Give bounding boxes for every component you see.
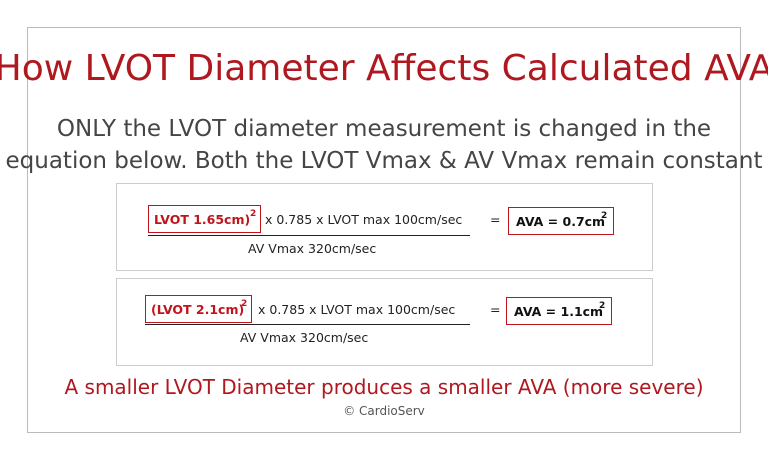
highlight	[145, 295, 252, 323]
conclusion: A smaller LVOT Diameter produces a small…	[64, 375, 703, 399]
terms: x 0.785 x LVOT max 100cm/sec	[258, 302, 455, 317]
result-exponent: 2	[601, 211, 607, 221]
lvot: (LVOT 2.1cm)	[151, 302, 244, 317]
subtitle: equation below. Both the LVOT Vmax & AV …	[6, 148, 763, 174]
title: How LVOT Diameter Affects Calculated AVA	[0, 48, 768, 89]
highlight	[148, 205, 261, 233]
denominator: AV Vmax 320cm/sec	[240, 330, 368, 345]
lvot: LVOT 1.65cm)	[154, 212, 250, 227]
equals: =	[490, 302, 500, 317]
equation-box	[116, 183, 653, 271]
result-box	[506, 297, 612, 325]
terms: x 0.785 x LVOT max 100cm/sec	[265, 212, 462, 227]
exponent: 2	[250, 209, 256, 219]
exponent: 2	[241, 299, 247, 309]
result: AVA = 0.7cm	[516, 214, 605, 229]
equals: =	[490, 212, 500, 227]
copyright: © CardioServ	[343, 404, 425, 418]
result: AVA = 1.1cm	[514, 304, 603, 319]
frame	[27, 27, 741, 433]
denominator: AV Vmax 320cm/sec	[248, 241, 376, 256]
result-box	[508, 207, 614, 235]
subtitle: ONLY the LVOT diameter measurement is ch…	[57, 116, 711, 142]
result-exponent: 2	[599, 301, 605, 311]
